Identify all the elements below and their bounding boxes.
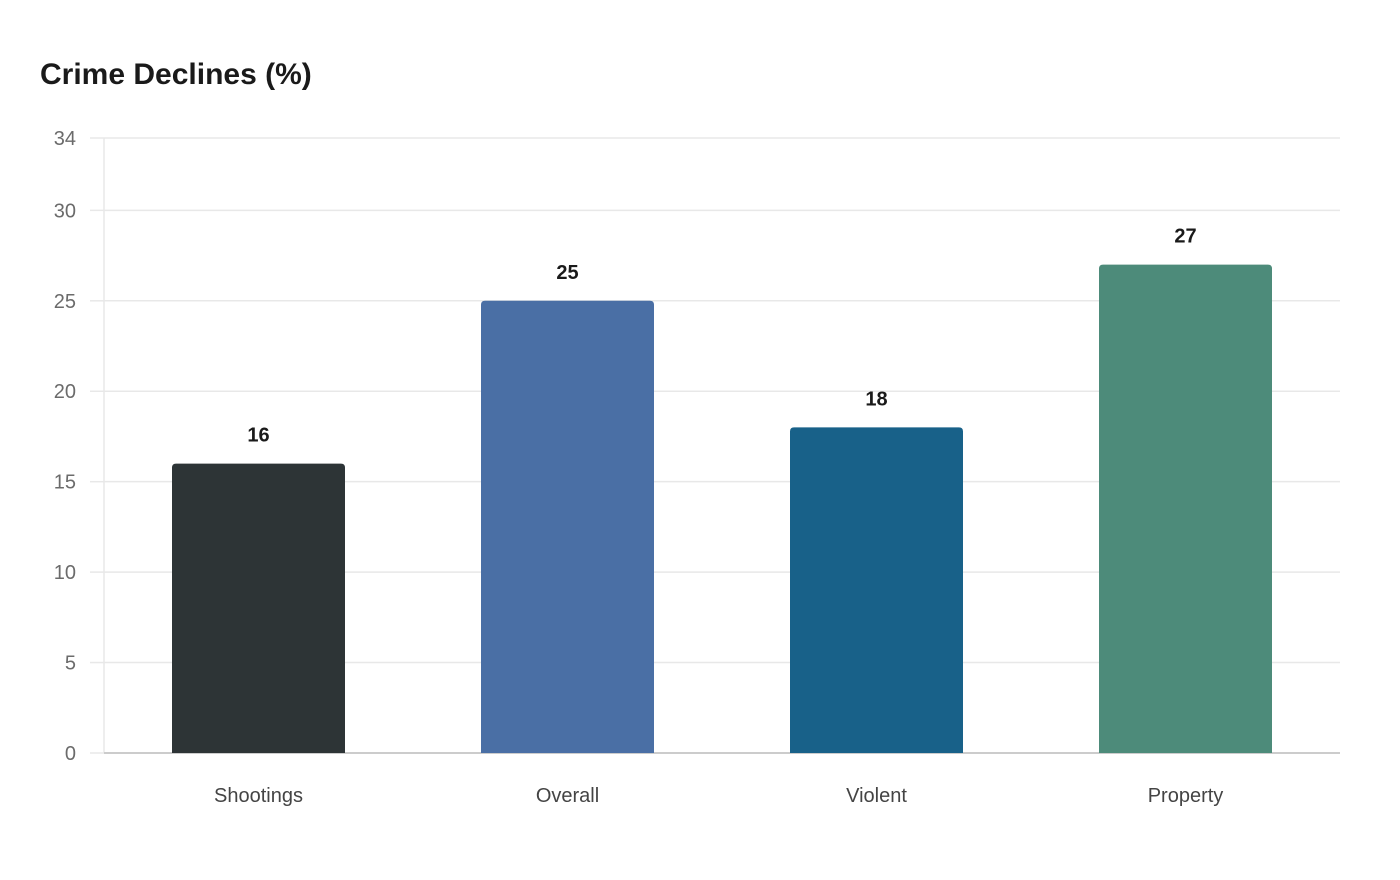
x-category-label: Violent <box>846 785 907 807</box>
value-labels: 16 25 18 27 <box>247 226 1196 447</box>
bars <box>172 264 1272 753</box>
x-category-label: Property <box>1148 785 1224 807</box>
y-tick-label: 0 <box>65 743 76 765</box>
bar-overall[interactable] <box>481 300 654 753</box>
value-label: 16 <box>247 425 269 447</box>
value-label: 18 <box>865 388 887 410</box>
y-tick-label: 15 <box>54 472 76 494</box>
y-tick-label: 34 <box>54 128 76 150</box>
y-tick-label: 30 <box>54 200 76 222</box>
bar-violent[interactable] <box>790 427 963 753</box>
bar-property[interactable] <box>1099 264 1272 753</box>
y-axis-ticks: 0 5 10 15 20 25 30 34 <box>54 128 104 765</box>
value-label: 27 <box>1174 226 1196 248</box>
bar-shootings[interactable] <box>172 463 345 753</box>
x-category-label: Shootings <box>214 785 303 807</box>
y-tick-label: 10 <box>54 562 76 584</box>
y-tick-label: 25 <box>54 291 76 313</box>
chart-title: Crime Declines (%) <box>40 58 312 91</box>
value-label: 25 <box>556 262 578 284</box>
y-tick-label: 20 <box>54 381 76 403</box>
x-axis-categories: Shootings Overall Violent Property <box>214 785 1223 807</box>
y-tick-label: 5 <box>65 653 76 675</box>
x-category-label: Overall <box>536 785 599 807</box>
